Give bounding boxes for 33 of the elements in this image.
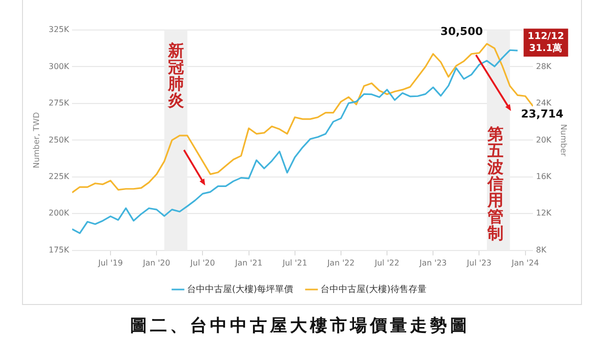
y-axis-title: Number, TWD — [32, 112, 41, 168]
y2-tick-label: 24K — [536, 98, 552, 108]
y-tick-label: 300K — [48, 62, 70, 71]
x-tick-label: Jul '23 — [466, 258, 492, 268]
x-tick-label: Jan '23 — [418, 258, 447, 268]
data-label: 23,714 — [520, 107, 564, 120]
band-label: 第五波信用管制 — [486, 124, 504, 243]
y2-tick-label: 28K — [536, 62, 552, 71]
y-tick-label: 325K — [48, 25, 70, 34]
x-tick-label: Jan '22 — [326, 258, 355, 268]
x-tick-label: Jul '19 — [97, 258, 123, 268]
y-tick-label: 175K — [48, 245, 70, 254]
y2-tick-label: 8K — [536, 245, 548, 254]
legend-label: 台中中古屋(大樓)待售存量 — [320, 284, 427, 295]
legend-label: 台中中古屋(大樓)每坪單價 — [186, 284, 294, 295]
x-tick-label: Jan '20 — [142, 258, 170, 268]
y2-axis-title: Number — [559, 124, 568, 157]
x-tick-label: Jul '22 — [374, 258, 400, 268]
y-tick-label: 225K — [48, 172, 70, 182]
x-tick-label: Jul '20 — [189, 258, 215, 268]
y-tick-label: 275K — [48, 98, 70, 108]
y-tick-label: 250K — [48, 135, 70, 144]
data-label: 30,500 — [440, 25, 484, 38]
y-tick-label: 200K — [48, 208, 70, 218]
x-tick-label: Jul '21 — [282, 258, 308, 268]
text: 圖二、台中中古屋大樓市場價量走勢圖 — [129, 315, 471, 337]
y2-tick-label: 20K — [536, 135, 552, 144]
y2-tick-label: 16K — [536, 172, 552, 182]
x-tick-label: Jan '21 — [234, 258, 262, 268]
data-label: 112/12 31.1萬 — [528, 30, 564, 54]
band-label: 新冠肺炎 — [166, 41, 184, 110]
y2-tick-label: 12K — [536, 208, 552, 218]
x-tick-label: Jan '24 — [510, 258, 539, 268]
